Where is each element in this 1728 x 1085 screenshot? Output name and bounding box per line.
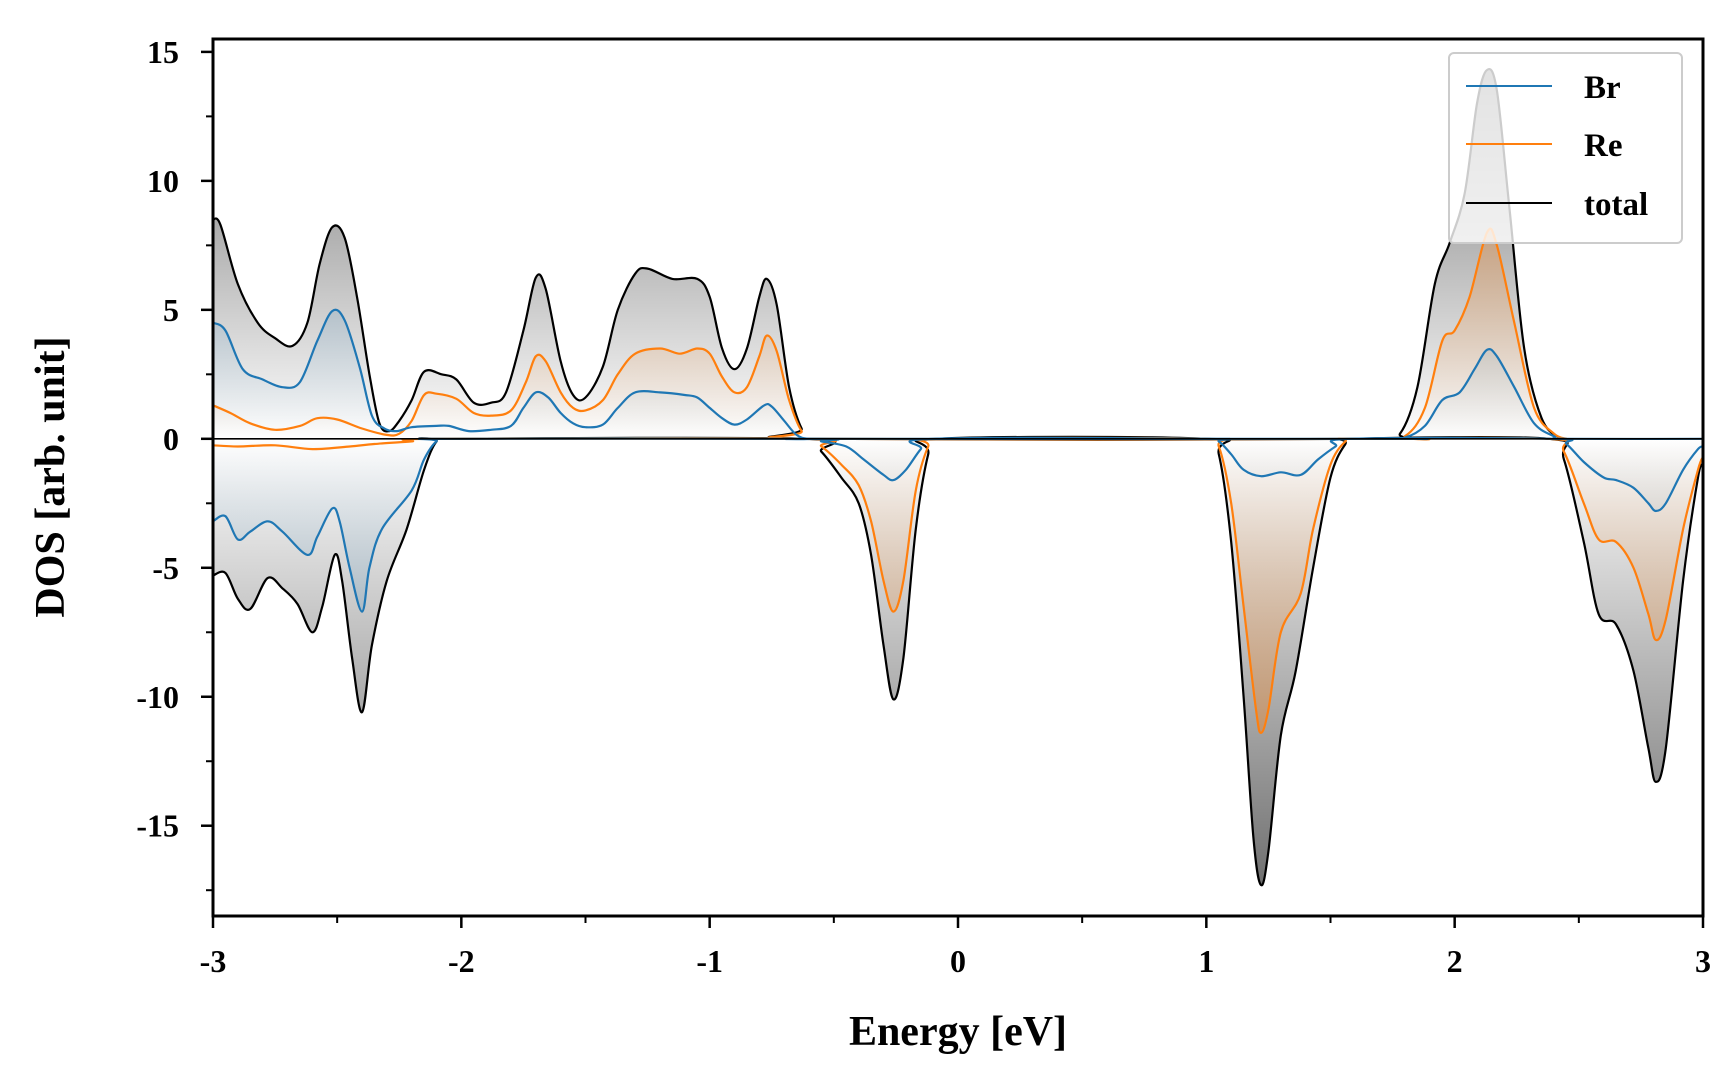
x-tick-label: -3 [200, 943, 227, 979]
y-tick-label: -5 [152, 550, 179, 586]
y-tick-label: -10 [136, 679, 179, 715]
y-tick-label: 0 [163, 421, 179, 457]
y-tick-label: 15 [147, 34, 179, 70]
legend: Br Re total [1448, 52, 1683, 244]
fill-br-up [213, 309, 1703, 440]
y-tick-label: 10 [147, 163, 179, 199]
x-tick-label: 1 [1198, 943, 1214, 979]
curve-fills [213, 69, 1703, 886]
line-re-down [212, 436, 1705, 734]
x-tick-label: 2 [1447, 943, 1463, 979]
x-axis-title: Energy [eV] [849, 1009, 1067, 1055]
line-br-down [212, 436, 1704, 613]
line-re-up [212, 227, 1567, 441]
fill-re-up [213, 228, 1567, 440]
line-total-up [212, 68, 1567, 441]
line-br-up [212, 308, 1704, 441]
x-tick-label: -1 [696, 943, 723, 979]
x-tick-label: 0 [950, 943, 966, 979]
fill-re-down [213, 437, 1703, 733]
fill-br-down [213, 437, 1703, 612]
fill-total-up [213, 69, 1567, 440]
y-tick-label: -15 [136, 808, 179, 844]
curve-lines [212, 68, 1705, 887]
legend-label-br: Br [1584, 70, 1621, 106]
y-axis-title: DOS [arb. unit] [28, 336, 74, 617]
line-total-down [212, 435, 1705, 887]
legend-label-total: total [1584, 187, 1648, 223]
y-tick-label: 5 [163, 292, 179, 328]
x-tick-label: -2 [448, 943, 475, 979]
x-tick-label: 3 [1695, 943, 1711, 979]
legend-box [1448, 52, 1683, 244]
legend-label-re: Re [1584, 128, 1622, 164]
fill-total-down [213, 436, 1703, 886]
